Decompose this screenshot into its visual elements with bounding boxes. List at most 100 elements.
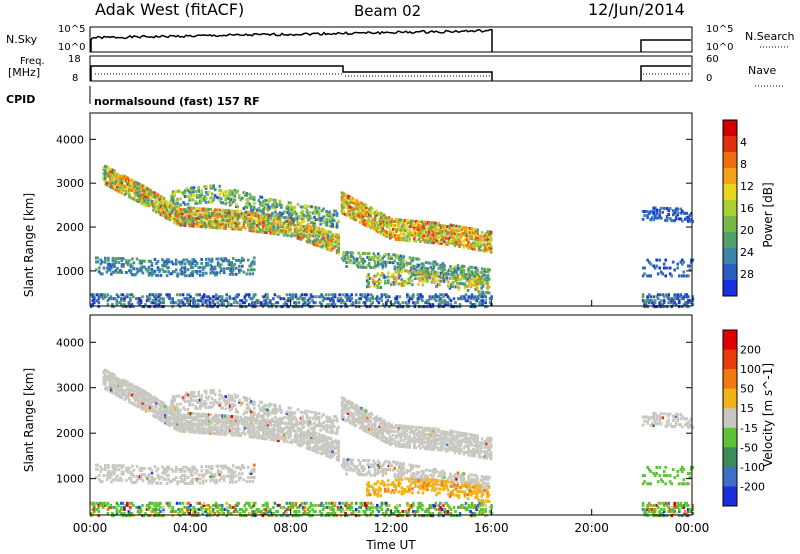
power-cell bbox=[381, 262, 385, 266]
power-cell bbox=[441, 226, 445, 230]
velocity-cell bbox=[201, 419, 205, 422]
power-cell bbox=[157, 303, 161, 307]
power-cell bbox=[486, 281, 489, 285]
power-cell bbox=[369, 206, 372, 210]
power-cell bbox=[232, 225, 235, 229]
power-cell bbox=[93, 293, 96, 297]
velocity-cell bbox=[218, 470, 221, 474]
power-cell bbox=[380, 258, 383, 262]
power-cell bbox=[324, 293, 328, 297]
power-cell bbox=[384, 220, 388, 224]
velocity-cell bbox=[200, 427, 203, 431]
power-cell bbox=[427, 301, 430, 305]
power-cell bbox=[176, 210, 179, 214]
power-cell bbox=[463, 284, 467, 288]
velocity-cell bbox=[116, 391, 119, 395]
velocity-cell bbox=[216, 422, 220, 426]
power-cell bbox=[207, 299, 210, 303]
power-cell bbox=[239, 227, 243, 231]
power-cell bbox=[154, 297, 158, 301]
power-cell bbox=[232, 217, 235, 221]
power-cell bbox=[174, 199, 178, 203]
power-cell bbox=[177, 213, 181, 217]
power-cell bbox=[296, 202, 300, 206]
power-cell bbox=[183, 297, 186, 301]
velocity-cell bbox=[271, 434, 274, 438]
power-cell bbox=[113, 262, 116, 266]
velocity-cell bbox=[141, 479, 145, 483]
power-cell bbox=[271, 212, 274, 215]
velocity-cell bbox=[239, 417, 243, 421]
power-cell bbox=[216, 305, 219, 309]
velocity-cell bbox=[230, 417, 234, 420]
velocity-cell bbox=[114, 476, 118, 480]
power-cell bbox=[437, 299, 441, 303]
power-cell bbox=[302, 303, 305, 307]
power-cell bbox=[389, 228, 392, 232]
power-cell bbox=[271, 230, 274, 233]
power-cell bbox=[361, 216, 365, 220]
power-cell bbox=[251, 260, 255, 264]
velocity-cell bbox=[213, 424, 217, 427]
power-cell bbox=[410, 223, 413, 227]
power-cell bbox=[287, 207, 291, 211]
power-cell bbox=[488, 232, 491, 236]
power-cell bbox=[342, 251, 345, 254]
power-cell bbox=[149, 271, 152, 275]
velocity-cell bbox=[180, 419, 184, 423]
power-cell bbox=[180, 215, 184, 219]
velocity-cell bbox=[251, 431, 255, 435]
power-cell bbox=[114, 176, 118, 180]
power-cell bbox=[462, 231, 466, 235]
power-cell bbox=[380, 219, 383, 223]
power-cell bbox=[413, 266, 416, 270]
power-cell bbox=[449, 305, 453, 309]
power-cell bbox=[230, 225, 234, 229]
power-cell bbox=[258, 301, 262, 305]
power-cell bbox=[387, 233, 391, 237]
power-cell bbox=[425, 238, 428, 242]
velocity-cell bbox=[185, 424, 188, 427]
power-cell bbox=[191, 206, 194, 210]
velocity-cell bbox=[247, 416, 250, 420]
power-cell bbox=[97, 297, 101, 301]
power-cell bbox=[325, 245, 328, 249]
velocity-cell bbox=[275, 438, 279, 442]
power-cell bbox=[389, 236, 392, 240]
power-cell bbox=[293, 217, 297, 221]
velocity-cell bbox=[319, 447, 322, 451]
velocity-cell bbox=[152, 395, 155, 399]
power-cell bbox=[104, 260, 107, 264]
power-cell bbox=[307, 240, 310, 244]
power-cell bbox=[348, 205, 351, 209]
power-cell bbox=[222, 208, 226, 212]
power-cell bbox=[209, 219, 212, 223]
power-cell bbox=[119, 184, 122, 188]
power-cell bbox=[470, 243, 473, 247]
noise-sky-line bbox=[90, 28, 691, 52]
power-cell bbox=[367, 219, 371, 223]
velocity-cell bbox=[227, 429, 231, 433]
velocity-cell bbox=[179, 421, 182, 425]
power-cell bbox=[463, 297, 466, 301]
power-cell bbox=[204, 263, 208, 267]
power-cell bbox=[317, 216, 321, 220]
power-cell bbox=[239, 212, 243, 216]
power-cell bbox=[461, 233, 464, 237]
power-cell bbox=[248, 229, 252, 232]
power-cell bbox=[122, 178, 125, 182]
power-cell bbox=[687, 264, 690, 268]
velocity-cell bbox=[179, 417, 182, 421]
power-cell bbox=[225, 293, 228, 297]
power-cell bbox=[404, 219, 407, 222]
power-cell bbox=[450, 241, 454, 245]
power-cell bbox=[141, 305, 144, 309]
velocity-cell bbox=[158, 477, 161, 481]
power-cell bbox=[212, 198, 215, 202]
power-cell bbox=[260, 209, 264, 213]
power-cell bbox=[165, 208, 169, 212]
power-cell bbox=[132, 267, 136, 271]
velocity-cell bbox=[138, 393, 142, 397]
power-cell bbox=[439, 275, 443, 279]
power-cell bbox=[186, 293, 189, 297]
